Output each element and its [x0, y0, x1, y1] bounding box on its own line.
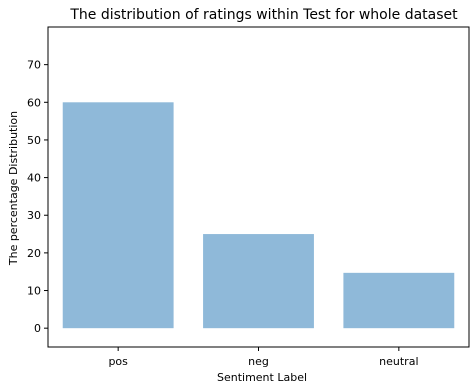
x-tick-label: pos	[108, 355, 128, 368]
y-tick-label: 0	[34, 322, 41, 335]
x-tick-label: neg	[248, 355, 269, 368]
y-tick-label: 50	[27, 134, 41, 147]
y-axis: 0 10 20 30 40 50 60 70	[27, 59, 48, 335]
chart-title: The distribution of ratings within Test …	[69, 7, 458, 23]
x-axis-label: Sentiment Label	[217, 371, 307, 384]
bar-pos	[62, 102, 174, 329]
y-tick-label: 10	[27, 285, 41, 298]
bar-neutral	[343, 272, 455, 329]
bar-neg	[203, 234, 314, 329]
y-axis-label: The percentage Distribution	[7, 111, 20, 266]
plot-frame	[47, 26, 470, 348]
bars-group	[62, 102, 455, 329]
y-tick-label: 60	[27, 96, 41, 109]
x-axis: pos neg neutral	[108, 347, 419, 368]
y-tick-label: 40	[27, 172, 41, 185]
y-tick-label: 20	[27, 247, 41, 260]
y-tick-label: 70	[27, 59, 41, 72]
x-tick-label: neutral	[379, 355, 418, 368]
y-tick-label: 30	[27, 209, 41, 222]
